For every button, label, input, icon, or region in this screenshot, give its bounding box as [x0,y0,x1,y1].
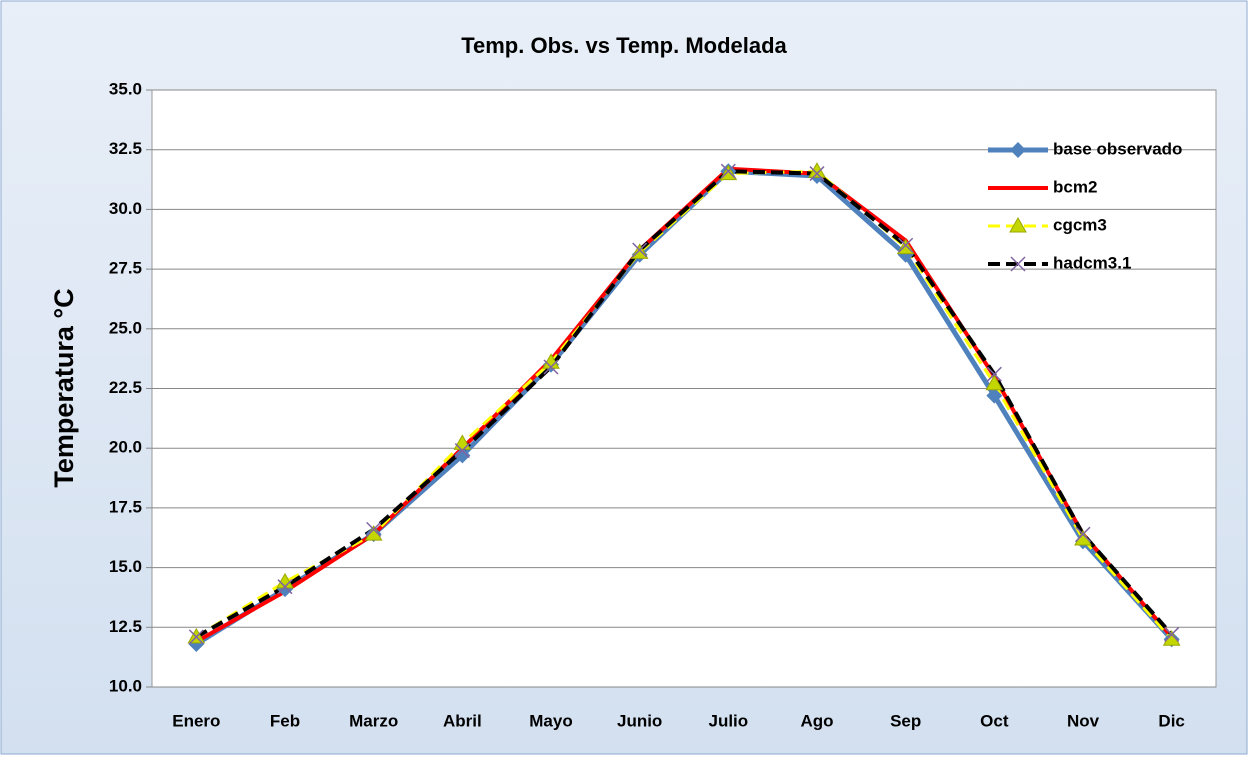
legend-label: hadcm3.1 [1053,253,1131,272]
x-tick-label: Oct [980,711,1009,730]
data-point [1164,626,1180,642]
x-tick-label: Feb [270,711,300,730]
y-tick-label: 20.0 [109,438,142,457]
data-point [986,387,1003,404]
y-tick-label: 25.0 [109,318,142,337]
x-tick-label: Enero [172,711,220,730]
data-point [809,166,825,182]
legend-marker [1010,256,1026,272]
x-tick-label: Junio [617,711,662,730]
data-point [720,163,736,179]
data-point [542,353,560,369]
data-point [276,572,294,589]
y-tick-label: 22.5 [109,378,142,397]
x-tick-label: Ago [800,711,833,730]
data-point [454,443,470,459]
data-point [632,242,648,258]
y-tick-label: 27.5 [109,259,142,278]
legend-marker [1010,142,1026,158]
data-point [543,359,559,375]
data-point [366,521,382,537]
y-tick-label: 15.0 [109,557,142,576]
x-tick-label: Mayo [529,711,572,730]
y-tick-label: 30.0 [109,199,142,218]
x-tick-label: Sep [890,711,921,730]
y-axis-label: Temperatura °C [49,288,79,487]
data-point [1075,526,1091,542]
y-tick-label: 10.0 [109,676,142,695]
series-line [195,169,1174,639]
legend-label: base observado [1053,139,1182,158]
x-tick-label: Dic [1158,711,1184,730]
x-tick-label: Marzo [349,711,398,730]
data-point [985,374,1004,391]
y-tick-label: 35.0 [109,79,142,98]
y-tick-label: 17.5 [109,497,142,516]
data-point [277,579,293,595]
y-tick-label: 12.5 [109,617,142,636]
chart-title: Temp. Obs. vs Temp. Modelada [461,33,787,58]
x-tick-label: Nov [1067,711,1100,730]
legend-label: bcm2 [1053,177,1097,196]
legend-label: cgcm3 [1053,215,1107,234]
x-tick-label: Abril [443,711,482,730]
x-tick-label: Julio [708,711,748,730]
data-point [898,237,914,253]
legend-marker [1009,216,1027,233]
data-point [188,629,204,645]
data-point [986,366,1002,382]
data-point [454,447,471,464]
y-tick-label: 32.5 [109,139,142,158]
